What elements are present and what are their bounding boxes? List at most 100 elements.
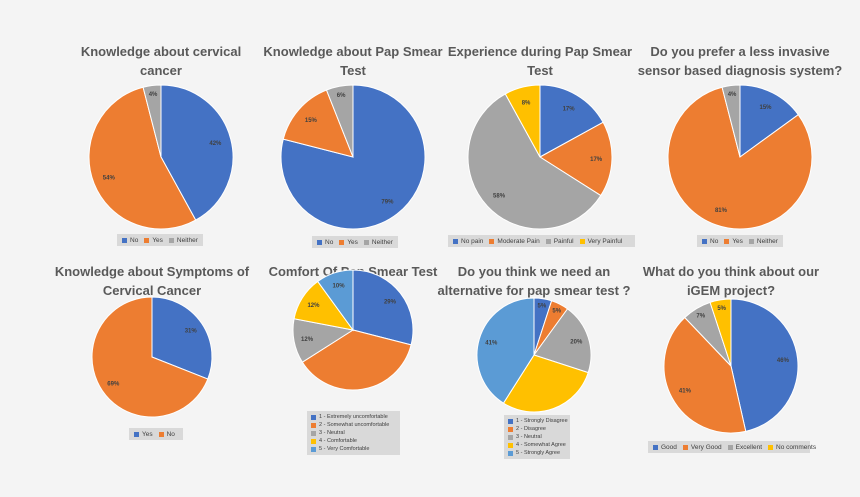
legend-label: 5 - Very Comfortable <box>319 446 370 452</box>
pie-data-label: 79% <box>381 199 394 205</box>
legend-label: Yes <box>732 237 743 245</box>
pie-data-label: 42% <box>209 141 222 147</box>
legend-item: Yes <box>339 239 358 246</box>
pie-chart: 79% 15% 6% <box>280 84 426 230</box>
legend-swatch <box>311 422 316 428</box>
legend-item: 3 - Neutral <box>311 429 396 437</box>
chart-legend: 1 - Strongly Disagree 2 - Disagree 3 - Neu… <box>504 415 570 459</box>
legend-label: Neither <box>756 237 778 245</box>
pie-slice-no-comments <box>709 298 732 367</box>
chart-title: Experience during Pap Smear Test <box>430 42 650 80</box>
pie-chart: 46% 41% 7% 5% <box>663 298 799 434</box>
legend-label: 5 - Strongly Agree <box>516 450 561 456</box>
legend-item: Neither <box>363 238 393 246</box>
legend-item: 5 - Strongly Agree <box>508 449 566 457</box>
chart-title-line: What do you think about our <box>642 264 820 279</box>
pie-data-label: 41% <box>485 341 498 347</box>
legend-label: Excellent <box>735 443 762 451</box>
legend-label: 4 - Comfortable <box>319 438 357 444</box>
chart-title-line: Knowledge about Pap Smear <box>263 44 443 59</box>
legend-swatch <box>363 239 369 245</box>
pie-data-label: 69% <box>107 381 120 387</box>
legend-swatch <box>311 446 316 452</box>
pie-data-label: 58% <box>493 193 506 199</box>
chart-title-line: Do you prefer a less invasive <box>650 44 830 59</box>
pie-slice-5-strongly-agree <box>476 297 535 404</box>
chart-legend: 1 - Extremely uncomfortable 2 - Somewhat … <box>307 411 400 455</box>
chart-title: What do you think about our iGEM project? <box>621 262 841 300</box>
pie-data-label: 20% <box>570 339 583 345</box>
legend-swatch <box>508 434 513 440</box>
chart-title-line: Test <box>340 63 366 78</box>
legend-item: Very Good <box>682 444 722 451</box>
legend-item: 2 - Somewhat uncomfortable <box>311 421 396 429</box>
pie-slice-very-good <box>663 316 747 434</box>
pie-data-label: 5% <box>552 308 561 314</box>
legend-swatch <box>122 237 127 243</box>
legend-label: Neither <box>371 238 393 246</box>
pie-slice-no <box>91 296 209 418</box>
legend-swatch <box>311 438 316 444</box>
chart-title: Do you think we need an alternative for p… <box>424 262 644 300</box>
pie-data-label: 46% <box>777 358 790 364</box>
legend-swatch <box>168 237 174 243</box>
legend-swatch <box>144 237 150 243</box>
legend-swatch <box>653 444 658 450</box>
pie-data-label: 29% <box>384 299 397 305</box>
legend-swatch <box>508 426 513 432</box>
pie-data-label: 54% <box>103 176 116 182</box>
legend-label: 2 - Somewhat uncomfortable <box>319 422 390 428</box>
pie-chart: 29% 12% 12% 10% <box>292 269 414 391</box>
legend-item: Very Painful <box>579 237 623 245</box>
pie-slice-very-painful <box>504 84 541 158</box>
pie-data-label: 12% <box>301 337 314 343</box>
pie-slice-neither <box>142 84 162 158</box>
chart-title-line: Knowledge about Symptoms of <box>54 264 250 279</box>
legend-item: Neither <box>748 237 778 245</box>
legend-swatch <box>489 238 495 244</box>
pie-data-label: 41% <box>679 389 692 395</box>
legend-swatch <box>453 238 458 244</box>
pie-data-label: 7% <box>696 313 705 319</box>
legend-label: 2 - Disagree <box>516 426 546 432</box>
chart-title: Knowledge about cervical cancer <box>51 42 271 80</box>
legend-label: Painful <box>553 237 574 245</box>
legend-item: 4 - Comfortable <box>311 437 396 445</box>
pie-slice-neither <box>721 84 741 158</box>
chart-legend: No Yes Neither <box>312 236 398 248</box>
pie-slice-yes <box>282 89 354 158</box>
pie-slice-no <box>739 84 799 158</box>
pie-slice-neither <box>325 84 354 158</box>
legend-label: No <box>130 236 139 244</box>
legend-label: Moderate Pain <box>497 237 540 245</box>
legend-item: Yes <box>144 237 163 244</box>
chart-title-line: iGEM project? <box>686 283 776 298</box>
chart-title-line: sensor based diagnosis system? <box>637 63 843 78</box>
legend-label: 1 - Extremely uncomfortable <box>319 414 388 420</box>
legend-item: No <box>317 239 333 246</box>
legend-swatch <box>702 238 707 244</box>
pie-data-label: 10% <box>333 283 346 289</box>
legend-item: No pain <box>453 238 483 245</box>
pie-chart: 17% 17% 58% 8% <box>467 84 613 230</box>
legend-item: 4 - Somewhat Agree <box>508 441 566 449</box>
legend-swatch <box>508 442 513 448</box>
legend-label: 1 - Strongly Disagree <box>516 418 568 424</box>
legend-swatch <box>339 239 345 245</box>
legend-item: Yes <box>134 431 153 438</box>
chart-title: Knowledge about Symptoms of Cervical Canc… <box>42 262 262 300</box>
legend-item: Excellent <box>727 443 762 451</box>
legend-swatch <box>311 414 316 420</box>
legend-label: Very Painful <box>587 237 623 245</box>
legend-swatch <box>727 444 733 450</box>
legend-swatch <box>317 239 322 245</box>
pie-slice-5-very-comfortable <box>317 269 354 332</box>
pie-slice-yes <box>151 296 213 380</box>
chart-legend: No Yes Neither <box>697 235 783 247</box>
legend-item: No <box>702 238 718 245</box>
pie-chart: 42% 54% 4% <box>88 84 234 230</box>
pie-slice-painful <box>467 93 602 230</box>
legend-label: 4 - Somewhat Agree <box>516 442 566 448</box>
legend-swatch <box>311 430 316 436</box>
